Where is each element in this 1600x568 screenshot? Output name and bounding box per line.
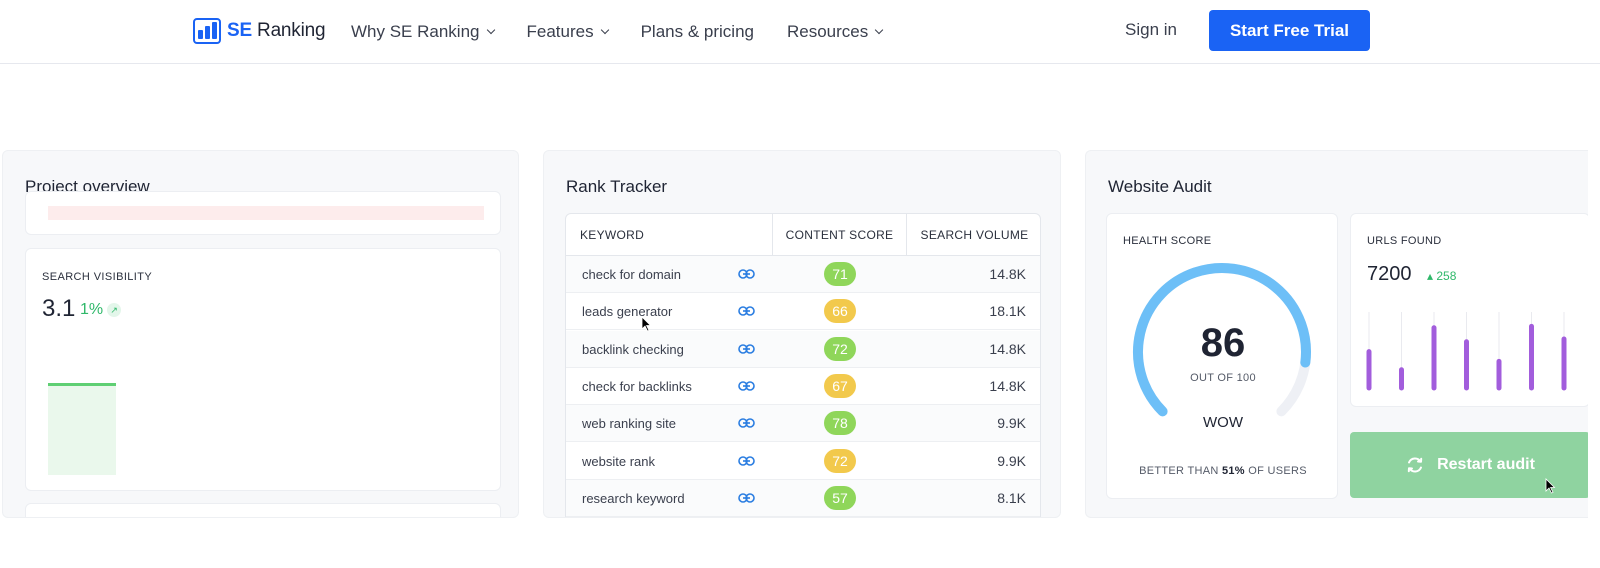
search-volume-cell: 14.8K: [989, 377, 1026, 394]
link-icon[interactable]: [738, 492, 755, 503]
table-row[interactable]: backlink checking 72 14.8K: [566, 330, 1040, 368]
top-navigation-bar: SE Ranking Why SE Ranking Features Plans…: [0, 0, 1600, 64]
nav-features[interactable]: Features: [527, 22, 609, 42]
content-score-badge: 72: [824, 448, 856, 473]
mouse-cursor-icon: [1545, 478, 1556, 494]
main-nav: Why SE Ranking Features Plans & pricing …: [351, 0, 884, 64]
keyword-cell: leads generator: [582, 304, 673, 320]
content-score-badge: 67: [824, 373, 856, 398]
page-scrollbar[interactable]: [1588, 64, 1600, 568]
table-row[interactable]: research keyword 57 8.1K: [566, 479, 1040, 517]
link-icon[interactable]: [738, 418, 755, 428]
health-score-value: 86: [1200, 321, 1246, 365]
health-score-gauge: [1133, 263, 1311, 417]
chevron-down-icon: [600, 25, 609, 35]
content-score-badge: 72: [824, 336, 856, 361]
logo-text: SE Ranking: [227, 20, 326, 41]
search-volume-cell: 18.1K: [989, 303, 1026, 320]
link-icon[interactable]: [738, 306, 755, 317]
project-overview-panel: Project overview SEARCH VISIBILITY 3.1 1…: [2, 150, 519, 518]
start-free-trial-button[interactable]: Start Free Trial: [1209, 10, 1370, 51]
logo-bars-icon: [193, 18, 221, 44]
content-score-badge: 78: [824, 411, 856, 436]
rank-tracker-table: KEYWORD CONTENT SCORE SEARCH VOLUME chec…: [565, 213, 1041, 517]
search-volume-cell: 9.9K: [997, 452, 1026, 469]
health-score-card: HEALTH SCORE 86 OUT OF 100 WOW BETTER TH…: [1106, 213, 1338, 499]
column-content-score: CONTENT SCORE: [772, 214, 906, 256]
restart-audit-label: Restart audit: [1437, 456, 1535, 473]
chevron-down-icon: [486, 25, 495, 35]
health-score-comparison: BETTER THAN 51% OF USERS: [1139, 465, 1307, 477]
search-volume-cell: 14.8K: [989, 340, 1026, 357]
website-audit-panel: Website Audit HEALTH SCORE 86 OUT OF 100…: [1085, 150, 1600, 518]
gauge-fill: [1133, 263, 1311, 417]
column-search-volume: SEARCH VOLUME: [906, 214, 1040, 256]
rank-tracker-panel: Rank Tracker KEYWORD CONTENT SCORE SEARC…: [543, 150, 1061, 518]
link-icon[interactable]: [738, 455, 755, 466]
urls-found-value: 7200: [1367, 263, 1412, 285]
sign-in-link[interactable]: Sign in: [1125, 20, 1177, 39]
keyword-cell: research keyword: [582, 490, 685, 506]
content-score-badge: 66: [824, 299, 856, 324]
table-header: KEYWORD CONTENT SCORE SEARCH VOLUME: [566, 214, 1040, 256]
health-score-label: HEALTH SCORE: [1123, 235, 1212, 247]
search-volume-cell: 9.9K: [997, 415, 1026, 432]
keyword-cell: website rank: [582, 453, 655, 469]
keyword-cell: check for backlinks: [582, 378, 692, 394]
panel-title: Website Audit: [1108, 177, 1212, 196]
nav-resources[interactable]: Resources: [787, 22, 884, 42]
keyword-cell: check for domain: [582, 267, 681, 282]
urls-found-label: URLS FOUND: [1367, 235, 1442, 247]
keyword-cell: backlink checking: [582, 341, 684, 357]
link-icon[interactable]: [738, 269, 755, 279]
nav-plans-pricing[interactable]: Plans & pricing: [640, 22, 754, 41]
search-visibility-change: 1% ↗: [80, 301, 122, 319]
link-icon[interactable]: [738, 343, 755, 354]
panel-title: Rank Tracker: [566, 177, 668, 196]
search-visibility-card: SEARCH VISIBILITY 3.1 1% ↗: [25, 248, 501, 491]
overview-bottom-card: [25, 503, 501, 517]
refresh-icon: [1407, 457, 1423, 473]
search-visibility-label: SEARCH VISIBILITY: [42, 271, 153, 283]
table-row[interactable]: check for domain 71 14.8K: [566, 256, 1040, 293]
urls-found-change: ▴ 258: [1427, 269, 1457, 283]
search-visibility-value: 3.1: [42, 295, 76, 322]
content-score-badge: 71: [824, 262, 856, 286]
search-volume-cell: 14.8K: [989, 266, 1026, 282]
table-row[interactable]: check for backlinks 67 14.8K: [566, 367, 1040, 405]
table-row[interactable]: website rank 72 9.9K: [566, 442, 1040, 480]
nav-why-se-ranking[interactable]: Why SE Ranking: [351, 22, 495, 42]
urls-found-bar-chart: [1366, 312, 1567, 391]
chevron-down-icon: [875, 25, 884, 35]
progress-strip: [48, 206, 484, 220]
visibility-chart-bar: [48, 383, 116, 475]
content-score-badge: 57: [824, 485, 856, 510]
keyword-cell: web ranking site: [582, 416, 676, 432]
urls-found-card: URLS FOUND 7200 ▴ 258: [1350, 213, 1590, 407]
search-volume-cell: 8.1K: [997, 489, 1026, 506]
table-row[interactable]: web ranking site 78 9.9K: [566, 405, 1040, 443]
mouse-cursor-icon: [641, 316, 652, 332]
caret-up-icon: ▴: [1427, 269, 1434, 283]
health-score-out-of: OUT OF 100: [1190, 372, 1256, 384]
se-ranking-logo[interactable]: SE Ranking: [193, 17, 326, 45]
health-score-verdict: WOW: [1203, 414, 1243, 431]
link-icon[interactable]: [738, 381, 755, 391]
column-keyword: KEYWORD: [580, 228, 645, 242]
overview-top-card: [25, 191, 501, 235]
arrow-up-right-icon: ↗: [107, 303, 122, 317]
table-row[interactable]: leads generator 66 18.1K: [566, 293, 1040, 331]
